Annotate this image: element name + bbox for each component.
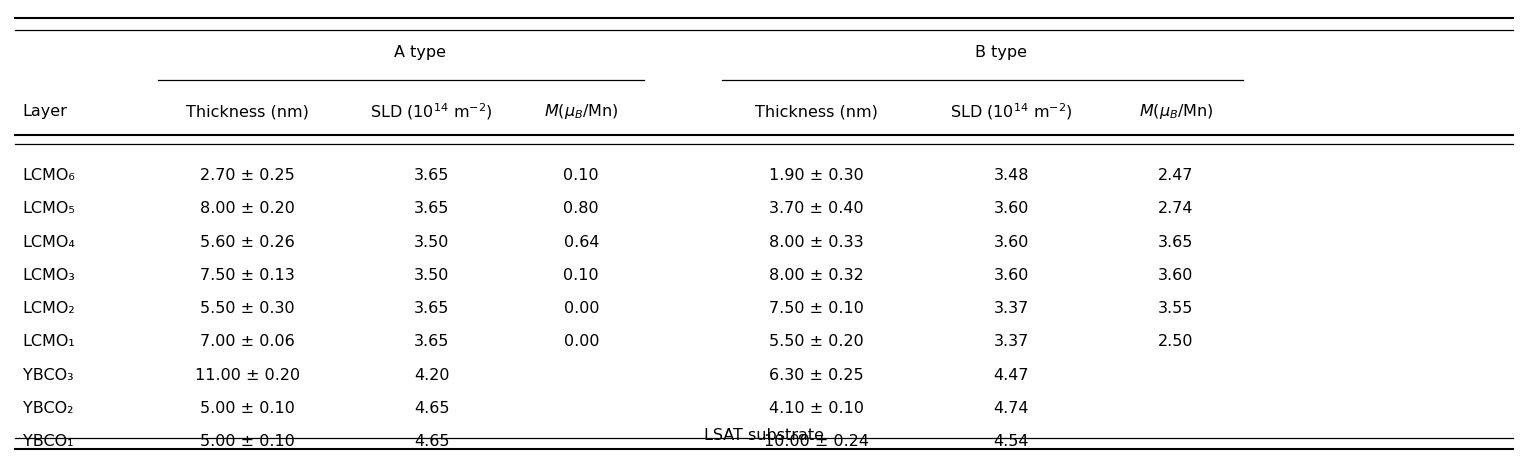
Text: 2.74: 2.74 (1158, 201, 1193, 216)
Text: 3.65: 3.65 (414, 334, 449, 349)
Text: LCMO₄: LCMO₄ (23, 234, 76, 250)
Text: $M$($\mu_B$/Mn): $M$($\mu_B$/Mn) (544, 102, 619, 121)
Text: 3.65: 3.65 (414, 301, 449, 316)
Text: 4.74: 4.74 (993, 401, 1028, 416)
Text: 0.10: 0.10 (564, 168, 599, 183)
Text: LCMO₂: LCMO₂ (23, 301, 75, 316)
Text: 0.00: 0.00 (564, 301, 599, 316)
Text: 3.60: 3.60 (993, 268, 1028, 283)
Text: 0.00: 0.00 (564, 334, 599, 349)
Text: 3.70 ± 0.40: 3.70 ± 0.40 (769, 201, 863, 216)
Text: 6.30 ± 0.25: 6.30 ± 0.25 (769, 368, 863, 383)
Text: 2.70 ± 0.25: 2.70 ± 0.25 (200, 168, 295, 183)
Text: Thickness (nm): Thickness (nm) (755, 104, 879, 119)
Text: 8.00 ± 0.20: 8.00 ± 0.20 (200, 201, 295, 216)
Text: 3.60: 3.60 (993, 201, 1028, 216)
Text: 3.60: 3.60 (993, 234, 1028, 250)
Text: 3.50: 3.50 (414, 268, 449, 283)
Text: 5.00 ± 0.10: 5.00 ± 0.10 (200, 401, 295, 416)
Text: 4.10 ± 0.10: 4.10 ± 0.10 (769, 401, 863, 416)
Text: 7.00 ± 0.06: 7.00 ± 0.06 (200, 334, 295, 349)
Text: LSAT substrate: LSAT substrate (704, 428, 824, 443)
Text: 5.50 ± 0.20: 5.50 ± 0.20 (769, 334, 863, 349)
Text: 3.65: 3.65 (414, 168, 449, 183)
Text: 5.60 ± 0.26: 5.60 ± 0.26 (200, 234, 295, 250)
Text: 7.50 ± 0.10: 7.50 ± 0.10 (769, 301, 863, 316)
Text: LCMO₅: LCMO₅ (23, 201, 75, 216)
Text: 0.10: 0.10 (564, 268, 599, 283)
Text: LCMO₃: LCMO₃ (23, 268, 76, 283)
Text: 4.65: 4.65 (414, 434, 449, 449)
Text: $M$($\mu_B$/Mn): $M$($\mu_B$/Mn) (1138, 102, 1213, 121)
Text: 2.47: 2.47 (1158, 168, 1193, 183)
Text: 4.47: 4.47 (993, 368, 1028, 383)
Text: 3.55: 3.55 (1158, 301, 1193, 316)
Text: 3.37: 3.37 (993, 301, 1028, 316)
Text: SLD (10$^{14}$ m$^{-2}$): SLD (10$^{14}$ m$^{-2}$) (370, 101, 494, 122)
Text: 4.65: 4.65 (414, 401, 449, 416)
Text: 5.50 ± 0.30: 5.50 ± 0.30 (200, 301, 295, 316)
Text: A type: A type (394, 45, 446, 60)
Text: 4.54: 4.54 (993, 434, 1028, 449)
Text: YBCO₂: YBCO₂ (23, 401, 73, 416)
Text: LCMO₁: LCMO₁ (23, 334, 75, 349)
Text: YBCO₁: YBCO₁ (23, 434, 73, 449)
Text: LCMO₆: LCMO₆ (23, 168, 75, 183)
Text: 8.00 ± 0.33: 8.00 ± 0.33 (769, 234, 863, 250)
Text: 1.90 ± 0.30: 1.90 ± 0.30 (769, 168, 863, 183)
Text: 0.64: 0.64 (564, 234, 599, 250)
Text: 0.80: 0.80 (564, 201, 599, 216)
Text: 3.50: 3.50 (414, 234, 449, 250)
Text: Layer: Layer (23, 104, 67, 119)
Text: SLD (10$^{14}$ m$^{-2}$): SLD (10$^{14}$ m$^{-2}$) (950, 101, 1073, 122)
Text: 3.37: 3.37 (993, 334, 1028, 349)
Text: 2.50: 2.50 (1158, 334, 1193, 349)
Text: 8.00 ± 0.32: 8.00 ± 0.32 (769, 268, 863, 283)
Text: B type: B type (975, 45, 1027, 60)
Text: 3.60: 3.60 (1158, 268, 1193, 283)
Text: 10.00 ± 0.24: 10.00 ± 0.24 (764, 434, 869, 449)
Text: 5.00 ± 0.10: 5.00 ± 0.10 (200, 434, 295, 449)
Text: 7.50 ± 0.13: 7.50 ± 0.13 (200, 268, 295, 283)
Text: 4.20: 4.20 (414, 368, 449, 383)
Text: Thickness (nm): Thickness (nm) (186, 104, 309, 119)
Text: YBCO₃: YBCO₃ (23, 368, 73, 383)
Text: 3.48: 3.48 (993, 168, 1028, 183)
Text: 3.65: 3.65 (414, 201, 449, 216)
Text: 11.00 ± 0.20: 11.00 ± 0.20 (196, 368, 299, 383)
Text: 3.65: 3.65 (1158, 234, 1193, 250)
